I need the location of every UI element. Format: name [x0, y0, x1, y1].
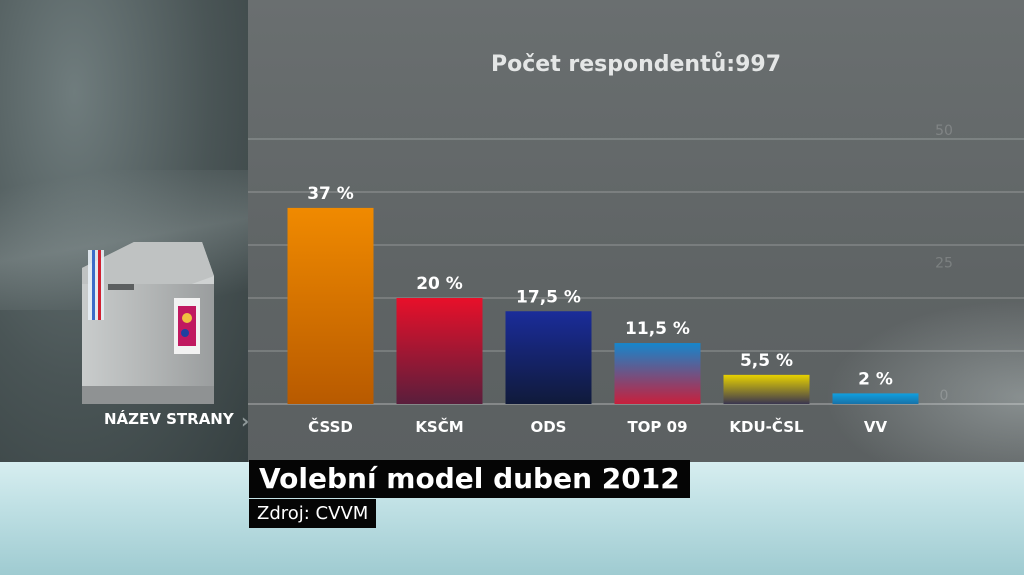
data-label: 37 %: [307, 184, 354, 204]
chart-title: Volební model duben 2012: [249, 460, 690, 498]
bar: [832, 393, 919, 404]
y-ticks: 0 25 50: [935, 123, 953, 404]
data-label: 5,5 %: [740, 351, 793, 371]
category-label: TOP 09: [627, 418, 687, 436]
category-label: ČSSD: [308, 417, 353, 436]
y-tick-label: 50: [935, 123, 953, 139]
category-labels: ČSSD KSČM ODS TOP 09 KDU-ČSL VV: [308, 417, 887, 436]
bar: [614, 343, 701, 404]
bars: [287, 207, 919, 404]
category-label: ODS: [530, 418, 566, 436]
y-tick-label: 25: [935, 256, 953, 272]
ballot-box-icon: [82, 242, 214, 404]
source-label: Zdroj: CVVM: [249, 499, 377, 528]
bar-chart: 37 % 20 % 17,5 % 11,5 % 5,5 % 2 % ČSSD KSČM ODS…: [248, 123, 1024, 436]
category-label: KDU-ČSL: [729, 417, 804, 436]
bar: [723, 374, 810, 404]
category-label: VV: [864, 418, 888, 436]
y-tick-label: 0: [940, 388, 949, 404]
value-labels: 37 % 20 % 17,5 % 11,5 % 5,5 % 2 %: [307, 184, 893, 390]
bar: [396, 298, 483, 404]
category-label: KSČM: [415, 417, 463, 436]
party-name-label: NÁZEV STRANY: [104, 410, 234, 428]
respondents-count: Počet respondentů:997: [491, 52, 781, 77]
bar: [505, 311, 592, 404]
chevron-right-icon: ›: [241, 409, 250, 433]
data-label: 2 %: [858, 369, 893, 389]
data-label: 20 %: [416, 274, 463, 294]
data-label: 17,5 %: [516, 287, 581, 307]
data-label: 11,5 %: [625, 319, 690, 339]
bar: [287, 207, 374, 404]
gridlines: [248, 138, 1024, 405]
